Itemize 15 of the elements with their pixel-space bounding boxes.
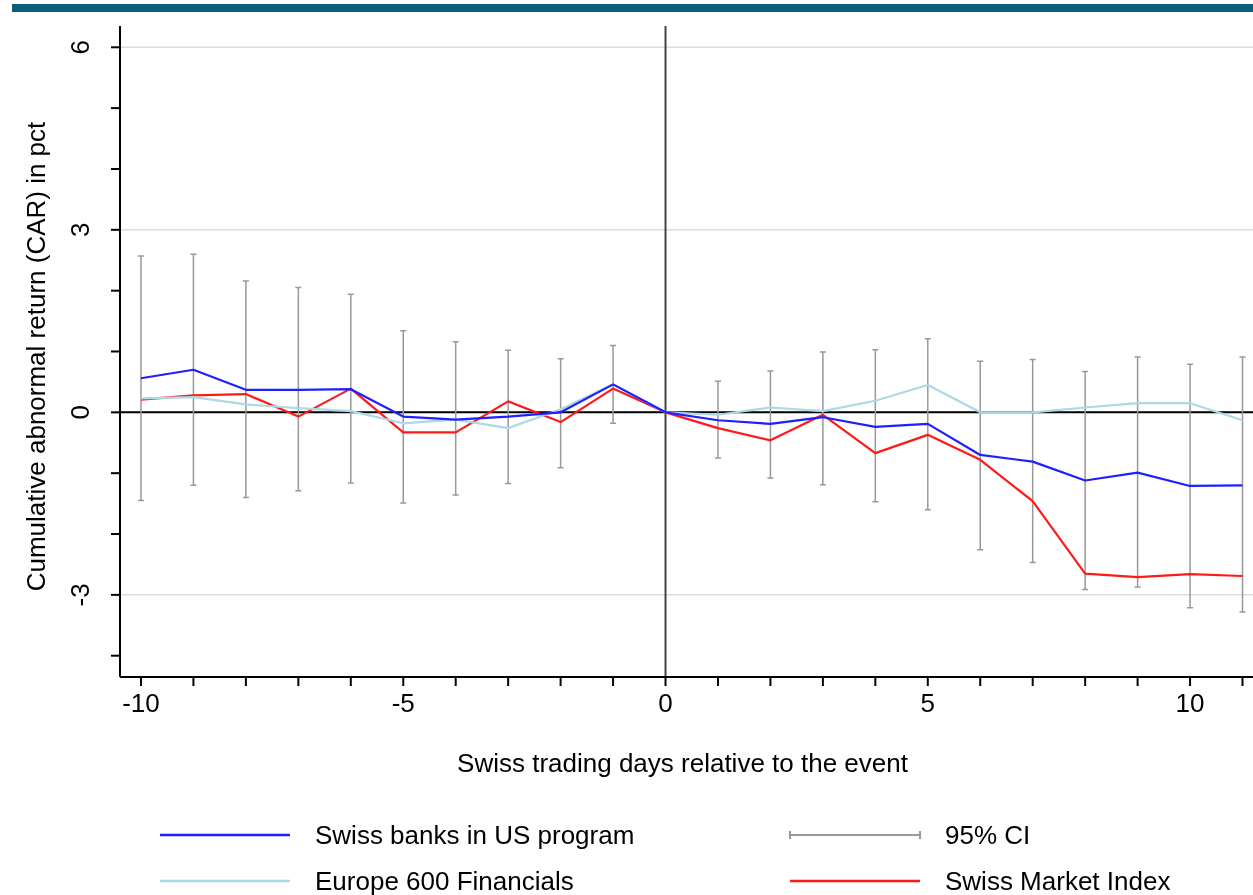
legend-label: Swiss banks in US program xyxy=(315,820,635,850)
y-tick-label: 0 xyxy=(65,405,95,420)
y-axis-title: Cumulative abnormal return (CAR) in pct xyxy=(21,120,51,592)
x-tick-label: -5 xyxy=(391,688,415,718)
legend-label: Swiss Market Index xyxy=(945,866,1171,895)
x-tick-label: 0 xyxy=(658,688,673,718)
y-tick-label: 3 xyxy=(65,222,95,238)
y-tick-label: -3 xyxy=(65,583,95,607)
y-tick-label: 6 xyxy=(65,40,95,55)
x-tick-label: -10 xyxy=(122,688,160,718)
text: 95% CI xyxy=(945,820,1031,850)
legend-label: Europe 600 Financials xyxy=(315,866,574,895)
x-axis-title: Swiss trading days relative to the event xyxy=(457,748,909,778)
x-tick-label: 5 xyxy=(920,688,936,718)
x-tick-label: 10 xyxy=(1175,688,1205,718)
